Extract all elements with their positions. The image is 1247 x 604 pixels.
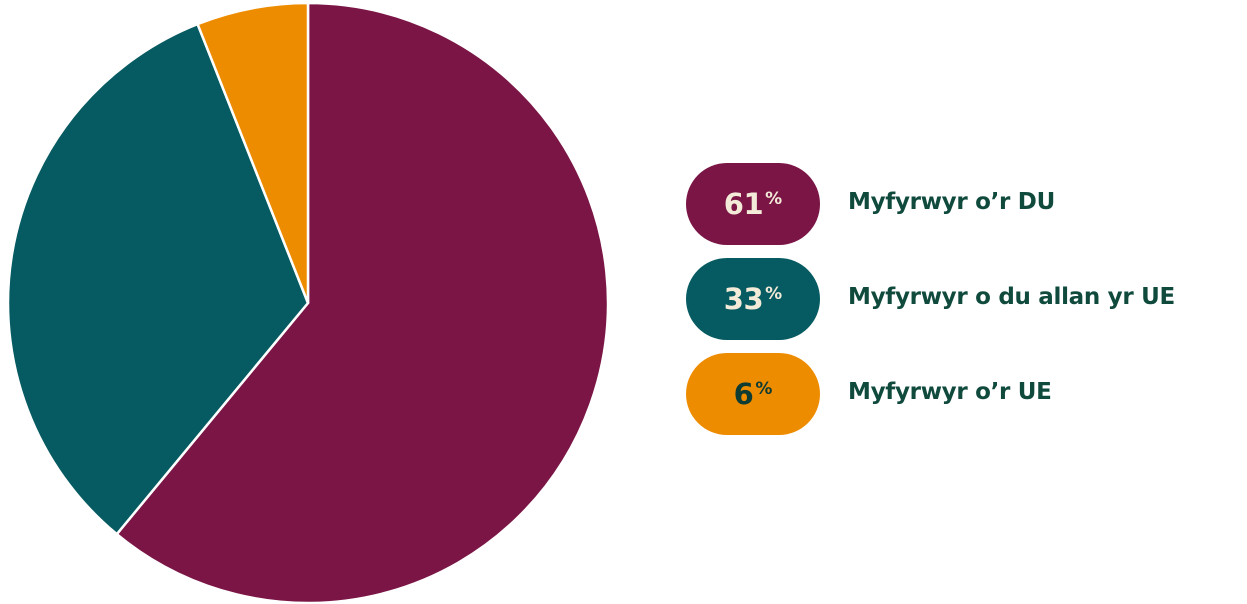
legend-pill-eu: 6 % xyxy=(686,353,820,435)
percent-sign: % xyxy=(765,189,783,209)
legend-item-uk: 61 % Myfyrwyr o’r DU xyxy=(686,163,1246,245)
legend-label-eu: Myfyrwyr o’r UE xyxy=(848,379,1052,405)
legend: 61 % Myfyrwyr o’r DU 33 % Myfyrwyr o du … xyxy=(686,163,1246,448)
legend-percent-non-eu: 33 xyxy=(723,282,764,316)
percent-sign: % xyxy=(755,379,773,399)
legend-label-uk: Myfyrwyr o’r DU xyxy=(848,189,1055,215)
legend-item-non-eu: 33 % Myfyrwyr o du allan yr UE xyxy=(686,258,1246,340)
legend-pill-non-eu: 33 % xyxy=(686,258,820,340)
pie-slice-non-eu xyxy=(6,22,310,536)
legend-percent-eu: 6 xyxy=(733,377,754,411)
legend-percent-uk: 61 xyxy=(723,187,764,221)
pie-slices xyxy=(6,1,610,604)
legend-item-eu: 6 % Myfyrwyr o’r UE xyxy=(686,353,1246,435)
legend-pill-uk: 61 % xyxy=(686,163,820,245)
legend-label-non-eu: Myfyrwyr o du allan yr UE xyxy=(848,284,1175,310)
pie-chart xyxy=(6,1,610,604)
percent-sign: % xyxy=(765,284,783,304)
pie-slice-uk xyxy=(115,1,610,604)
pie-slice-eu xyxy=(196,1,310,305)
